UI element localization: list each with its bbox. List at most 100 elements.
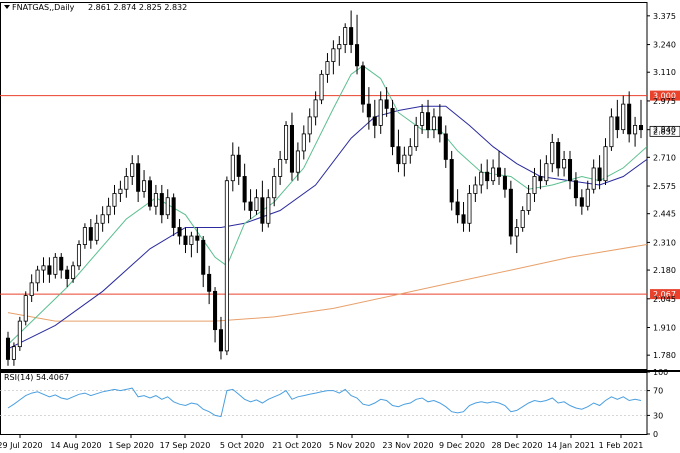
candle-body [491,167,496,182]
candle-body [23,295,28,322]
candle-body [124,176,129,190]
rsi-label: RSI(14) 54.4067 [4,373,69,382]
candle-body [396,146,401,165]
price-tick-label: 3.110 [653,68,676,77]
candle-body [479,171,484,186]
candle-body [142,180,147,192]
candle-body [633,124,638,135]
candle-body [621,103,626,131]
candle-body [189,235,194,245]
candle-body [213,290,218,331]
price-panel-frame [0,2,648,370]
candle-body [195,235,200,241]
candles [5,10,644,366]
candle-body [556,142,561,169]
candle-body [627,103,632,135]
candle-body [260,197,265,224]
candle-body [638,124,644,131]
candle-body [372,116,377,126]
candle-body [207,273,212,292]
candle-body [307,116,312,135]
price-tick-label: 2.180 [653,266,676,275]
candle-body [301,133,306,152]
candle-body [408,146,413,156]
price-tick-label: 2.445 [653,210,676,219]
candle-body [402,154,407,165]
candle-body [242,176,247,203]
candle-body [35,269,40,284]
candle-body [76,244,82,267]
candle-body [29,282,34,296]
candle-body [579,197,584,207]
level-tag [650,90,680,101]
candle-body [112,193,117,207]
price-tick-label: 2.840 [653,126,676,135]
candle-body [378,99,383,126]
candle-body [295,150,300,173]
candle-body [47,265,52,275]
rsi-panel-frame [0,372,648,435]
current-price-tag [649,125,680,137]
candle-body [544,163,549,182]
candle-body [171,197,176,228]
candle-body [100,214,105,224]
candle-body [319,73,324,101]
candle-body [562,159,567,169]
candle-body [337,44,342,50]
candle-body [11,346,16,360]
candle-body [609,116,614,148]
candle-body [201,239,206,275]
collapse-triangle-icon[interactable] [4,5,10,9]
candle-body [508,188,513,237]
candle-body [420,112,425,126]
candle-body [414,124,419,148]
candle-body [567,159,573,182]
symbol-label: FNATGAS,,Daily [12,3,75,12]
ohlc-values: 2.861 2.874 2.825 2.832 [88,3,187,12]
candle-body [248,201,253,211]
time-tick-label: 17 Sep 2020 [160,441,211,450]
candle-body [550,142,555,165]
time-tick-label: 1 Feb 2021 [599,441,644,450]
candle-body [461,214,466,224]
candle-body [136,163,141,192]
candle-body [573,180,578,199]
price-tick-label: 2.575 [653,182,676,191]
level-tag-label: 3.000 [653,92,676,101]
price-tick-label: 1.780 [653,351,676,360]
level-tag-label: 2.067 [653,290,676,299]
candle-body [615,116,620,131]
price-tick-label: 1.910 [653,324,676,333]
candle-body [431,116,436,131]
candle-body [289,124,294,173]
candle-body [449,159,454,203]
candle-body [485,171,490,182]
candle-body [71,265,76,279]
rsi-tick-label: 70 [653,387,663,396]
candle-body [5,337,11,360]
candle-body [94,222,99,241]
candle-body [343,27,348,45]
candle-body [236,154,241,177]
candle-body [355,44,360,67]
time-tick-label: 28 Dec 2020 [491,441,542,450]
price-tick-label: 3.240 [653,41,676,50]
rsi-tick-label: 30 [653,411,663,420]
candle-body [443,133,448,160]
price-tick-label: 2.045 [653,295,676,304]
candle-body [360,65,365,105]
candle-body [41,265,46,271]
candle-body [284,124,289,160]
candle-body [165,197,170,216]
time-tick-label: 5 Nov 2020 [329,441,375,450]
candle-body [591,167,596,190]
time-tick-label: 29 Jul 2020 [0,441,43,450]
candle-body [502,176,507,190]
price-tick-label: 2.975 [653,97,676,106]
candle-body [59,256,64,271]
rsi-tick-label: 100 [653,368,668,377]
current-price-label: 2.832 [653,127,676,136]
candle-body [349,27,354,45]
candle-body [366,103,371,118]
